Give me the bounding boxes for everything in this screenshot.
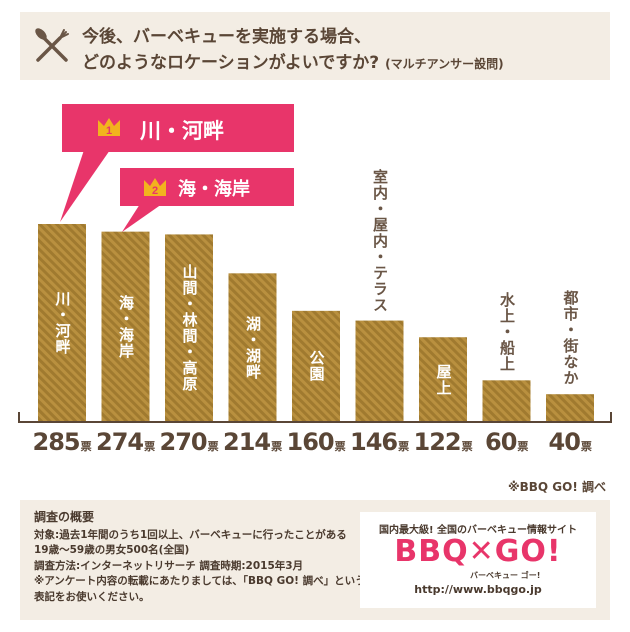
- bar-8: [482, 380, 531, 422]
- category-label-1: 川・河畔: [53, 291, 72, 355]
- category-label-5: 公園: [307, 350, 326, 383]
- crown-icon: 2: [144, 178, 166, 197]
- survey-method: 調査方法:インターネットリサーチ 調査時期:2015年3月: [34, 559, 304, 572]
- question-line-2-text: どのようなロケーションがよいですか?: [82, 53, 380, 73]
- category-label-8: 水上・船上: [498, 292, 516, 373]
- category-label-3: 山間・林間・高原: [180, 264, 199, 393]
- brand-url[interactable]: http://www.bbqgo.jp: [414, 583, 542, 596]
- rank-2-label: 海・海岸: [178, 179, 250, 200]
- value-number: 214: [223, 428, 271, 456]
- value-unit: 票: [334, 440, 346, 453]
- value-label-3: 270票: [160, 428, 219, 456]
- value-number: 40: [548, 428, 581, 456]
- value-unit: 票: [517, 440, 529, 453]
- value-unit: 票: [271, 440, 283, 453]
- brand-logo: BBQ✕GO!: [394, 534, 562, 569]
- value-number: 285: [32, 428, 81, 456]
- brand-kana: バーベキュー ゴー!: [470, 571, 541, 580]
- value-label-1: 285票: [33, 428, 92, 456]
- brand-box[interactable]: 国内最大級! 全国のバーベキュー情報サイト BBQ✕GO! バーベキュー ゴー!…: [360, 512, 596, 608]
- bar-9: [546, 394, 594, 422]
- category-label-9: 都市・街なか: [561, 290, 580, 387]
- value-label-9: 40票: [549, 428, 592, 456]
- category-label-7: 屋上: [434, 363, 453, 396]
- survey-notice-cont: 表記をお使いください。: [34, 590, 150, 603]
- question-note: (マルチアンサー設問): [385, 57, 504, 71]
- rank-2-number: 2: [152, 185, 158, 197]
- question-line-1: 今後、バーベキューを実施する場合、: [82, 27, 371, 47]
- value-label-4: 214票: [223, 428, 282, 456]
- value-label-8: 60票: [485, 428, 528, 456]
- rank-1-number: 1: [106, 125, 112, 137]
- category-label-6: 室内・屋内・テラス: [371, 168, 389, 313]
- category-label-4: 湖・湖畔: [244, 315, 262, 380]
- value-unit: 票: [461, 440, 473, 453]
- value-number: 160: [286, 428, 335, 456]
- value-unit: 票: [580, 440, 592, 453]
- value-label-5: 160票: [287, 428, 346, 456]
- callout-1-pointer: [60, 150, 110, 222]
- rank-1-callout: 1 川・河畔: [62, 104, 294, 152]
- crown-icon: 1: [98, 118, 120, 137]
- survey-footer: 調査の概要 対象:過去1年間のうち1回以上、バーベキューに行ったことがある 19…: [20, 500, 610, 620]
- survey-title: 調査の概要: [34, 510, 95, 524]
- value-number: 60: [485, 428, 517, 456]
- callout-2-pointer: [122, 204, 162, 232]
- value-number: 270: [159, 428, 208, 456]
- value-unit: 票: [398, 440, 410, 453]
- survey-target: 対象:過去1年間のうち1回以上、バーベキューに行ったことがある: [34, 528, 347, 541]
- value-unit: 票: [207, 440, 219, 453]
- survey-overview: 調査の概要 対象:過去1年間のうち1回以上、バーベキューに行ったことがある 19…: [34, 510, 366, 605]
- value-label-7: 122票: [414, 428, 473, 456]
- value-number: 122: [413, 428, 462, 456]
- category-label-2: 海・海岸: [117, 294, 135, 359]
- value-number: 274: [96, 428, 144, 456]
- value-unit: 票: [144, 440, 156, 453]
- rank-2-callout: 2 海・海岸: [120, 168, 294, 206]
- question-line-2: どのようなロケーションがよいですか? (マルチアンサー設問): [82, 48, 504, 73]
- rank-1-label: 川・河畔: [140, 119, 224, 143]
- value-number: 146: [350, 428, 398, 456]
- source-note: ※BBQ GO! 調べ: [507, 480, 606, 494]
- value-label-6: 146票: [350, 428, 409, 456]
- question-header: 今後、バーベキューを実施する場合、 どのようなロケーションがよいですか? (マルチ…: [20, 12, 610, 80]
- value-unit: 票: [80, 440, 92, 453]
- bar-6: [355, 320, 404, 422]
- survey-notice: ※アンケート内容の転載にあたりましては、「BBQ GO! 調べ」という: [34, 575, 366, 587]
- value-label-2: 274票: [96, 428, 155, 456]
- brand-tagline: 国内最大級! 全国のバーベキュー情報サイト: [378, 525, 578, 536]
- fork-knife-icon: [35, 28, 69, 62]
- survey-target-detail: 19歳〜59歳の男女500名(全国): [34, 544, 190, 556]
